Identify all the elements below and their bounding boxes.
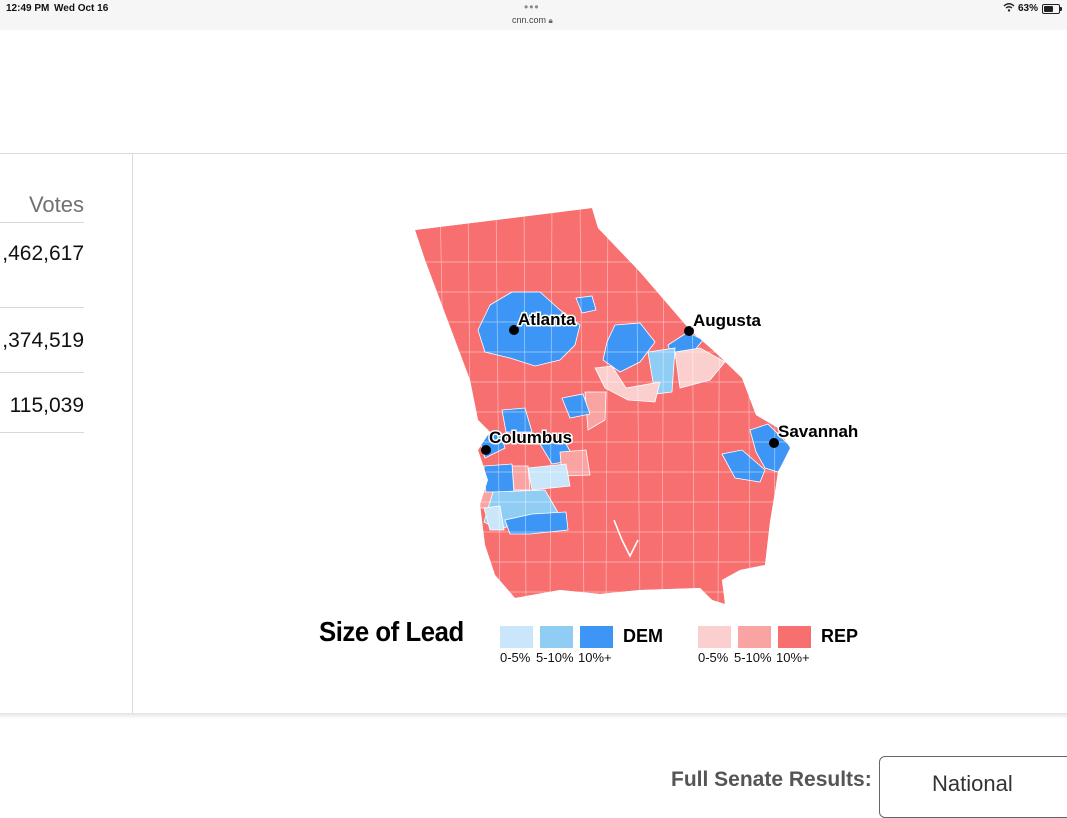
county-south-central-rep2[interactable] (511, 465, 531, 491)
georgia-county-map[interactable]: Atlanta Augusta Columbus Savannah (0, 0, 1067, 800)
legend-title: Size of Lead (319, 616, 464, 647)
county-south-central-dem-narrow[interactable] (527, 463, 571, 491)
county-coastal[interactable] (721, 449, 766, 483)
vote-count: ,462,617 (2, 242, 84, 265)
county-southwest-dem2[interactable] (504, 511, 569, 535)
legend-tick-rep: 10%+ (776, 650, 810, 665)
more-dots-icon[interactable]: ••• (524, 0, 540, 14)
address-bar-url[interactable]: cnn.com 🔒︎ (512, 15, 553, 25)
votes-column: Votes ,462,617 ,374,519 115,039 (0, 154, 133, 714)
county-west-central[interactable] (501, 407, 533, 433)
status-time: 12:49 PM (6, 3, 50, 14)
legend-swatch-rep-5-10 (738, 626, 771, 648)
legend-swatch-rep-0-5 (698, 626, 731, 648)
status-bar: 12:49 PM Wed Oct 16 ••• cnn.com 🔒︎ 63% (0, 0, 1067, 30)
county-boundaries (415, 208, 790, 604)
city-dot-atlanta[interactable] (509, 325, 519, 335)
legend-swatch-dem-5-10 (540, 626, 573, 648)
legend-tick-dem: 0-5% (500, 650, 531, 665)
vote-count: 115,039 (9, 394, 84, 417)
national-results-button[interactable]: National (879, 756, 1067, 818)
legend-tick-rep: 0-5% (698, 650, 729, 665)
legend-dem-label: DEM (623, 626, 663, 646)
national-button-label: National (932, 771, 1013, 796)
legend-rep-label: REP (821, 626, 859, 646)
city-label-augusta: Augusta (693, 311, 762, 330)
legend-swatch-rep-10-plus (778, 626, 811, 648)
status-date: Wed Oct 16 (54, 3, 109, 14)
vote-count: ,374,519 (2, 329, 84, 352)
city-label-savannah: Savannah (778, 422, 858, 441)
county-central-rep-narrow[interactable] (594, 365, 661, 403)
city-label-atlanta: Atlanta (518, 310, 576, 329)
panel-bottom-edge (0, 713, 1067, 719)
legend-tick-rep: 5-10% (734, 650, 772, 665)
river-line (613, 519, 639, 558)
legend-tick-dem: 10%+ (578, 650, 612, 665)
lock-icon: 🔒︎ (548, 16, 553, 25)
city-dot-columbus[interactable] (481, 445, 491, 455)
county-east-light[interactable] (647, 347, 676, 395)
votes-header: Votes (28, 192, 84, 217)
city-label-columbus: Columbus (489, 428, 572, 447)
county-central-rep-mid[interactable] (584, 391, 607, 431)
row-divider (0, 432, 84, 433)
row-divider (0, 372, 84, 373)
city-dot-augusta[interactable] (684, 326, 694, 336)
section-divider (0, 153, 1067, 154)
legend-swatch-dem-0-5 (500, 626, 533, 648)
county-athens-area[interactable] (602, 322, 656, 373)
row-divider (0, 307, 84, 308)
legend-tick-dem: 5-10% (536, 650, 574, 665)
votes-header-divider (0, 222, 84, 223)
battery-percent: 63% (1018, 3, 1039, 14)
legend-swatch-dem-10-plus (580, 626, 613, 648)
full-senate-results-label: Full Senate Results: (671, 768, 872, 791)
city-dot-savannah[interactable] (769, 438, 779, 448)
wifi-icon (1003, 3, 1015, 12)
battery-icon (1042, 4, 1062, 14)
